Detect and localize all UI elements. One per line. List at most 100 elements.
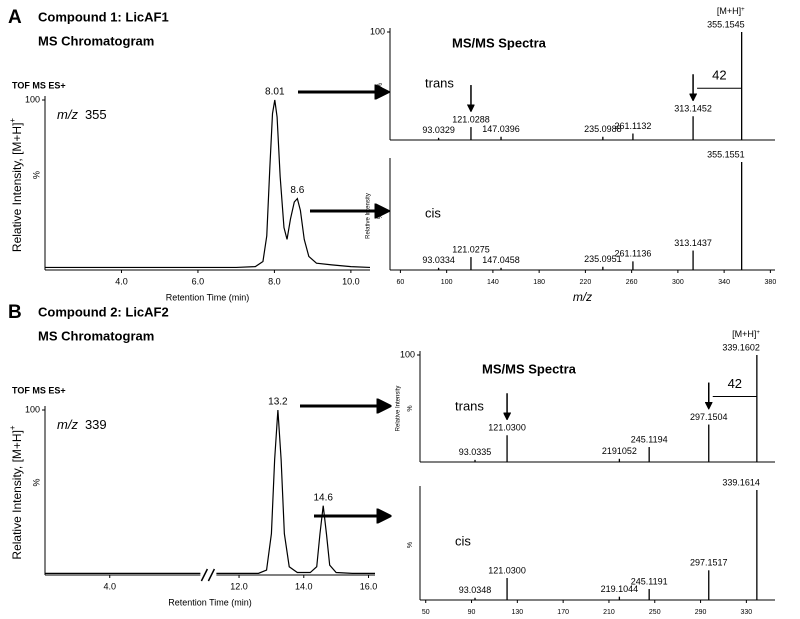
x-tick-label: 330 xyxy=(741,609,753,616)
peak-label: 121.0275 xyxy=(452,244,490,254)
y-unit: % xyxy=(31,171,41,179)
mz-annotation: m/z 339 xyxy=(57,417,107,432)
y-axis-label: Relative Intensity, [M+H]+ xyxy=(8,118,24,253)
chromatogram-trace xyxy=(45,409,375,574)
x-tick-label: 100 xyxy=(441,279,453,286)
peak-label: 339.1602 xyxy=(722,342,760,352)
peak-label: 13.2 xyxy=(268,397,288,408)
isomer-label: trans xyxy=(425,75,454,90)
x-tick-label: 10.0 xyxy=(342,276,360,286)
compound-title: Compound 1: LicAF1 xyxy=(38,9,169,24)
instrument-label: TOF MS ES+ xyxy=(12,385,66,395)
peak-label: 235.0951 xyxy=(584,254,622,264)
peak-label: 8.6 xyxy=(290,185,304,196)
y-tick-label: 100 xyxy=(25,404,40,414)
peak-label: 355.1551 xyxy=(707,149,745,159)
peak-label: 2191052 xyxy=(602,446,637,456)
peak-label: 147.0458 xyxy=(482,255,520,265)
peak-label: 339.1614 xyxy=(722,477,760,487)
chromatogram-title: MS Chromatogram xyxy=(38,328,154,343)
peak-label: 313.1437 xyxy=(674,238,712,248)
y-axis-label-main: Relative Intensity, [M+H] xyxy=(10,123,24,253)
mz-italic: m/z xyxy=(57,417,78,432)
peak-label: 93.0334 xyxy=(422,255,455,265)
x-tick-label: 180 xyxy=(533,279,545,286)
x-tick-label: 14.0 xyxy=(295,581,313,591)
x-tick-label: 210 xyxy=(603,609,615,616)
peak-label: 355.1545 xyxy=(707,19,745,29)
peak-label: 297.1504 xyxy=(690,412,728,422)
chromatogram-title: MS Chromatogram xyxy=(38,33,154,48)
y-unit: % xyxy=(377,213,384,219)
instrument-label: TOF MS ES+ xyxy=(12,80,66,90)
x-tick-label: 290 xyxy=(695,609,707,616)
y-tick-label: 100 xyxy=(25,94,40,104)
ion-annotation-sup: + xyxy=(756,330,760,336)
x-tick-label: 4.0 xyxy=(103,581,116,591)
peak-label: 297.1517 xyxy=(690,558,728,568)
x-tick-label: 4.0 xyxy=(115,276,128,286)
isomer-label: cis xyxy=(455,533,471,548)
x-tick-label: 12.0 xyxy=(230,581,248,591)
spectra-title: MS/MS Spectra xyxy=(452,35,547,50)
panel-label: A xyxy=(8,7,22,28)
y-axis-label-sup: + xyxy=(8,425,17,430)
neutral-loss-label: 42 xyxy=(712,68,726,83)
y-axis-label-main: Relative Intensity, [M+H] xyxy=(10,430,24,560)
neutral-loss-label: 42 xyxy=(728,376,742,391)
x-axis-label: Retention Time (min) xyxy=(168,597,252,607)
mz-annotation: m/z 355 xyxy=(57,107,107,122)
x-tick-label: 170 xyxy=(557,609,569,616)
x-tick-label: 300 xyxy=(672,279,684,286)
x-tick-label: 60 xyxy=(397,279,405,286)
peak-label: 313.1452 xyxy=(674,104,712,114)
isomer-label: trans xyxy=(455,398,484,413)
spectra-title: MS/MS Spectra xyxy=(482,361,577,376)
chromatogram-trace xyxy=(45,99,371,269)
y-axis-label-sup: + xyxy=(8,118,17,123)
ion-annotation-main: [M+H] xyxy=(717,6,741,16)
x-tick-label: 8.0 xyxy=(268,276,281,286)
peak-label: 93.0329 xyxy=(422,125,455,135)
isomer-label: cis xyxy=(425,205,441,220)
x-tick-label: 16.0 xyxy=(360,581,378,591)
ion-annotation: [M+H]+ xyxy=(717,6,745,16)
axis-break xyxy=(207,568,216,582)
x-tick-label: 6.0 xyxy=(192,276,205,286)
y-unit: % xyxy=(407,542,414,548)
peak-label: 14.6 xyxy=(313,492,333,503)
ion-annotation: [M+H]+ xyxy=(732,329,760,339)
x-tick-label: 50 xyxy=(422,609,430,616)
x-tick-label: 250 xyxy=(649,609,661,616)
ion-annotation-main: [M+H] xyxy=(732,329,756,339)
y-tick-label: 100 xyxy=(370,26,385,36)
x-tick-label: 130 xyxy=(511,609,523,616)
axis-break xyxy=(200,568,209,582)
y-axis-label: Relative Intensity xyxy=(366,193,372,239)
y-axis-label: Relative Intensity xyxy=(396,386,402,432)
y-unit: % xyxy=(377,83,384,89)
mz-italic: m/z xyxy=(57,107,78,122)
mz-value: 339 xyxy=(85,417,107,432)
ion-annotation-sup: + xyxy=(741,7,745,13)
peak-label: 245.1194 xyxy=(631,434,668,444)
x-tick-label: 140 xyxy=(487,279,499,286)
peak-label: 121.0300 xyxy=(488,423,526,433)
peak-label: 121.0300 xyxy=(488,565,526,575)
peak-label: 235.0988 xyxy=(584,124,622,134)
y-unit: % xyxy=(31,478,41,486)
x-tick-label: 90 xyxy=(468,609,476,616)
y-axis-label: Relative Intensity, [M+H]+ xyxy=(8,425,24,560)
x-axis-label: m/z xyxy=(573,290,592,304)
peak-label: 93.0348 xyxy=(459,585,492,595)
y-tick-label: 100 xyxy=(400,349,415,359)
peak-label: 245.1191 xyxy=(631,576,668,586)
peak-label: 261.1132 xyxy=(614,121,651,131)
y-unit: % xyxy=(407,405,414,411)
compound-title: Compound 2: LicAF2 xyxy=(38,304,169,319)
peak-label: 8.01 xyxy=(265,87,285,98)
peak-label: 147.0396 xyxy=(482,124,520,134)
peak-label: 121.0288 xyxy=(452,114,490,124)
